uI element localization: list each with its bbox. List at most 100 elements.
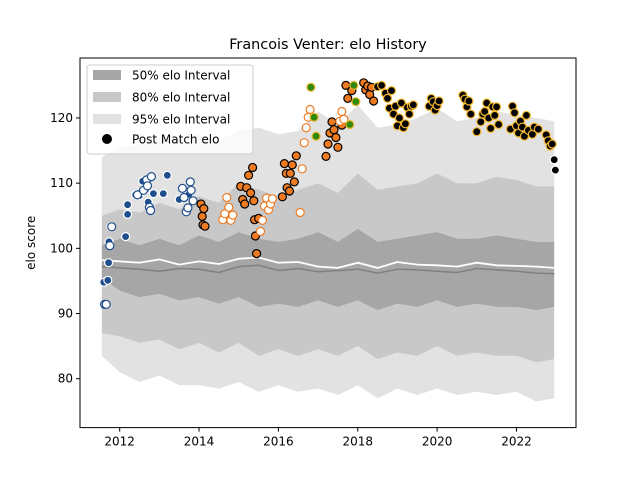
median-line	[101, 264, 555, 275]
point-orange-filled-18	[279, 159, 289, 169]
point-orange-filled-24	[289, 177, 299, 187]
point-black-gold-9	[394, 113, 404, 123]
chart-title: Francois Venter: elo History	[229, 37, 427, 53]
point-orange-hollow-12	[267, 194, 277, 204]
point-black-gold-31	[480, 106, 490, 117]
point-orange-filled-29	[327, 117, 337, 127]
point-orange-filled-10	[246, 188, 256, 198]
point-black-gold-29	[476, 117, 486, 127]
point-orange-hollow-14	[297, 164, 307, 174]
legend: 50% elo Interval 80% elo Interval 95% el…	[86, 64, 254, 155]
point-black-gold-55	[547, 139, 557, 149]
point-orange-filled-27	[323, 139, 333, 149]
point-black-gold-3	[382, 93, 393, 104]
point-black-gold-28	[472, 127, 482, 137]
point-blue-hollow-11	[177, 183, 187, 193]
point-orange-filled-31	[331, 132, 341, 143]
point-blue-hollow-7	[142, 181, 153, 191]
point-orange-hollow-15	[299, 138, 309, 148]
legend-label-post-match: Post Match elo	[132, 133, 219, 147]
legend-swatch-95	[93, 114, 121, 124]
point-orange-filled-21	[284, 186, 295, 196]
point-orange-hollow-13	[295, 207, 305, 218]
point-black-gold-36	[490, 110, 500, 121]
point-black-gold-12	[400, 119, 410, 129]
point-orange-filled-22	[285, 168, 295, 178]
point-orange-filled-25	[291, 151, 301, 161]
point-black-gold-37	[492, 102, 502, 112]
point-orange-filled-30	[329, 125, 339, 135]
point-orange-hollow-7	[257, 215, 268, 225]
x-tick-label-2014: 2014	[184, 435, 215, 449]
x-tick-label-2020: 2020	[422, 435, 453, 449]
point-green-gold-5	[351, 97, 361, 107]
point-blue-hollow-12	[179, 192, 189, 203]
point-blue-filled-16	[162, 170, 172, 180]
legend-swatch-50	[93, 70, 121, 80]
point-black-gold-10	[396, 98, 406, 108]
point-black-gold-41	[509, 108, 520, 118]
band-95-lower	[101, 333, 555, 402]
legend-swatch-80	[93, 92, 121, 102]
point-black-gold-51	[533, 124, 543, 134]
point-blue-filled-1	[103, 275, 113, 285]
plot-frame	[79, 57, 577, 429]
point-blue-filled-14	[148, 189, 158, 199]
point-blue-hollow-17	[188, 196, 198, 206]
point-green-gold-3	[345, 119, 355, 130]
point-orange-filled-7	[240, 199, 250, 209]
point-orange-filled-12	[249, 196, 259, 206]
point-green-gold-0	[306, 82, 316, 92]
point-blue-hollow-1	[101, 299, 111, 309]
point-blue-hollow-9	[146, 205, 156, 216]
point-black-gold-16	[408, 100, 418, 110]
point-blue-hollow-16	[186, 185, 196, 195]
y-tick-label-80: 80	[58, 372, 73, 386]
point-blue-hollow-2	[105, 241, 115, 251]
point-orange-hollow-18	[305, 104, 315, 115]
point-orange-filled-1	[197, 211, 207, 221]
legend-label-80: 80% elo Interval	[132, 91, 230, 105]
band-80-lower	[101, 277, 555, 363]
point-green-gold-4	[349, 80, 359, 91]
point-orange-hollow-3	[224, 202, 234, 212]
point-blue-hollow-15	[185, 177, 195, 187]
point-orange-filled-35	[343, 93, 353, 104]
point-blue-hollow-4	[132, 190, 143, 200]
y-tick-label-90: 90	[58, 307, 73, 321]
point-blue-filled-5	[120, 232, 131, 242]
x-tick-label-2012: 2012	[104, 435, 135, 449]
x-tick-label-2022: 2022	[501, 435, 532, 449]
point-orange-hollow-16	[301, 123, 311, 133]
point-black-gold-34	[486, 123, 496, 133]
point-orange-filled-23	[287, 160, 297, 170]
mean-line	[101, 256, 555, 269]
point-orange-hollow-5	[228, 210, 238, 220]
point-black-gold-38	[494, 119, 504, 130]
point-black-white-1	[550, 165, 561, 175]
point-green-gold-1	[309, 112, 319, 122]
point-orange-filled-26	[321, 151, 331, 161]
point-blue-filled-15	[158, 189, 168, 199]
point-green-gold-2	[311, 131, 321, 141]
legend-label-95: 95% elo Interval	[132, 113, 230, 127]
point-black-white-0	[549, 155, 559, 165]
y-axis-label: elo score	[24, 216, 38, 270]
point-orange-filled-42	[369, 96, 379, 106]
point-black-gold-5	[386, 85, 397, 96]
point-black-gold-14	[404, 109, 414, 119]
legend-label-50: 50% elo Interval	[132, 69, 230, 83]
point-black-gold-47	[521, 110, 532, 121]
point-black-gold-22	[434, 96, 444, 106]
point-orange-filled-9	[244, 170, 254, 180]
legend-marker-post-match	[102, 134, 112, 144]
point-blue-hollow-14	[183, 203, 193, 213]
point-blue-hollow-10	[146, 172, 156, 182]
y-tick-label-120: 120	[50, 111, 73, 125]
y-tick-label-110: 110	[50, 176, 73, 190]
band-80-upper	[101, 173, 555, 246]
point-black-gold-26	[464, 96, 474, 106]
point-blue-filled-7	[122, 200, 133, 210]
point-orange-filled-32	[333, 142, 343, 152]
point-orange-filled-4	[200, 221, 210, 231]
